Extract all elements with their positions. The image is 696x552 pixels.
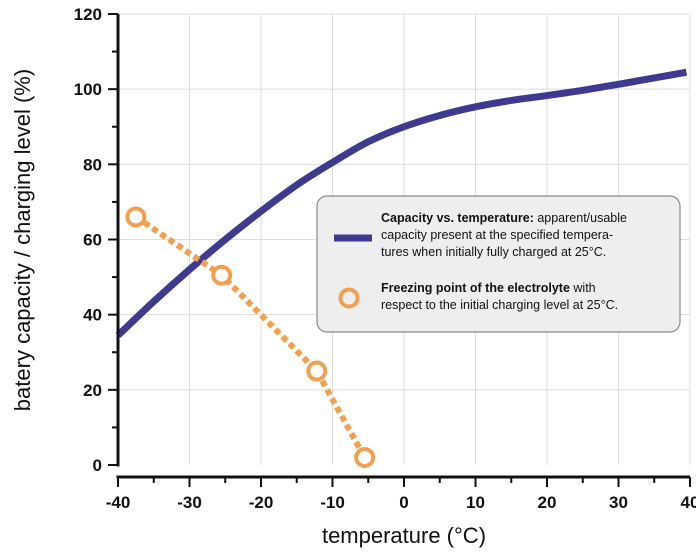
series-layer xyxy=(115,68,688,468)
series-point-freezing xyxy=(211,264,233,286)
series-point-freezing xyxy=(306,360,328,382)
series-point-freezing xyxy=(125,206,147,228)
legend: Capacity vs. temperature: apparent/usabl… xyxy=(316,195,681,333)
legend-box xyxy=(316,195,681,333)
legend-capacity-desc-3: tures when initially fully charged at 25… xyxy=(381,245,606,259)
y-tick-label: 20 xyxy=(83,381,102,400)
x-tick-label: 20 xyxy=(538,493,557,512)
x-tick-label: -30 xyxy=(177,493,202,512)
x-axis-label: temperature (°C) xyxy=(322,523,486,548)
x-tick-label: -40 xyxy=(106,493,131,512)
legend-capacity-name: Capacity vs. temperature xyxy=(381,211,530,225)
series-point-freezing xyxy=(354,446,376,468)
y-tick-label: 60 xyxy=(83,231,102,250)
legend-capacity-desc-1: apparent/usable xyxy=(537,211,627,225)
y-tick-label: 0 xyxy=(93,456,102,475)
y-tick-label: 80 xyxy=(83,155,102,174)
x-tick-label: 40 xyxy=(681,493,696,512)
ticks: 0 20 40 60 80 100 120 -40 -30 -20 -10 0 10 20 30 40 xyxy=(74,5,696,512)
series-line-freezing xyxy=(134,214,368,459)
x-tick-label: 0 xyxy=(399,493,408,512)
legend-freezing-swatch xyxy=(338,287,360,309)
x-tick-label: 30 xyxy=(609,493,628,512)
legend-freezing-name: Freezing point of the electrolyte xyxy=(381,281,570,295)
series-line-capacity xyxy=(115,68,688,338)
y-tick-label: 100 xyxy=(74,80,102,99)
x-tick-label: 10 xyxy=(466,493,485,512)
legend-capacity-text: Capacity vs. temperature: apparent/usabl… xyxy=(381,211,630,259)
y-axis-label: batery capacity / charging level (%) xyxy=(10,69,35,411)
y-tick-label: 120 xyxy=(74,5,102,24)
legend-freezing-text: Freezing point of the electrolyte with r… xyxy=(381,281,618,312)
legend-capacity-desc-2: capacity present at the specified temper… xyxy=(381,228,613,242)
x-tick-label: -10 xyxy=(320,493,345,512)
y-tick-label: 40 xyxy=(83,306,102,325)
x-tick-label: -20 xyxy=(249,493,274,512)
legend-freezing-desc-2: respect to the initial charging level at… xyxy=(381,298,618,312)
legend-capacity-colon: : xyxy=(530,211,538,225)
legend-freezing-desc-1b: with xyxy=(572,281,595,295)
